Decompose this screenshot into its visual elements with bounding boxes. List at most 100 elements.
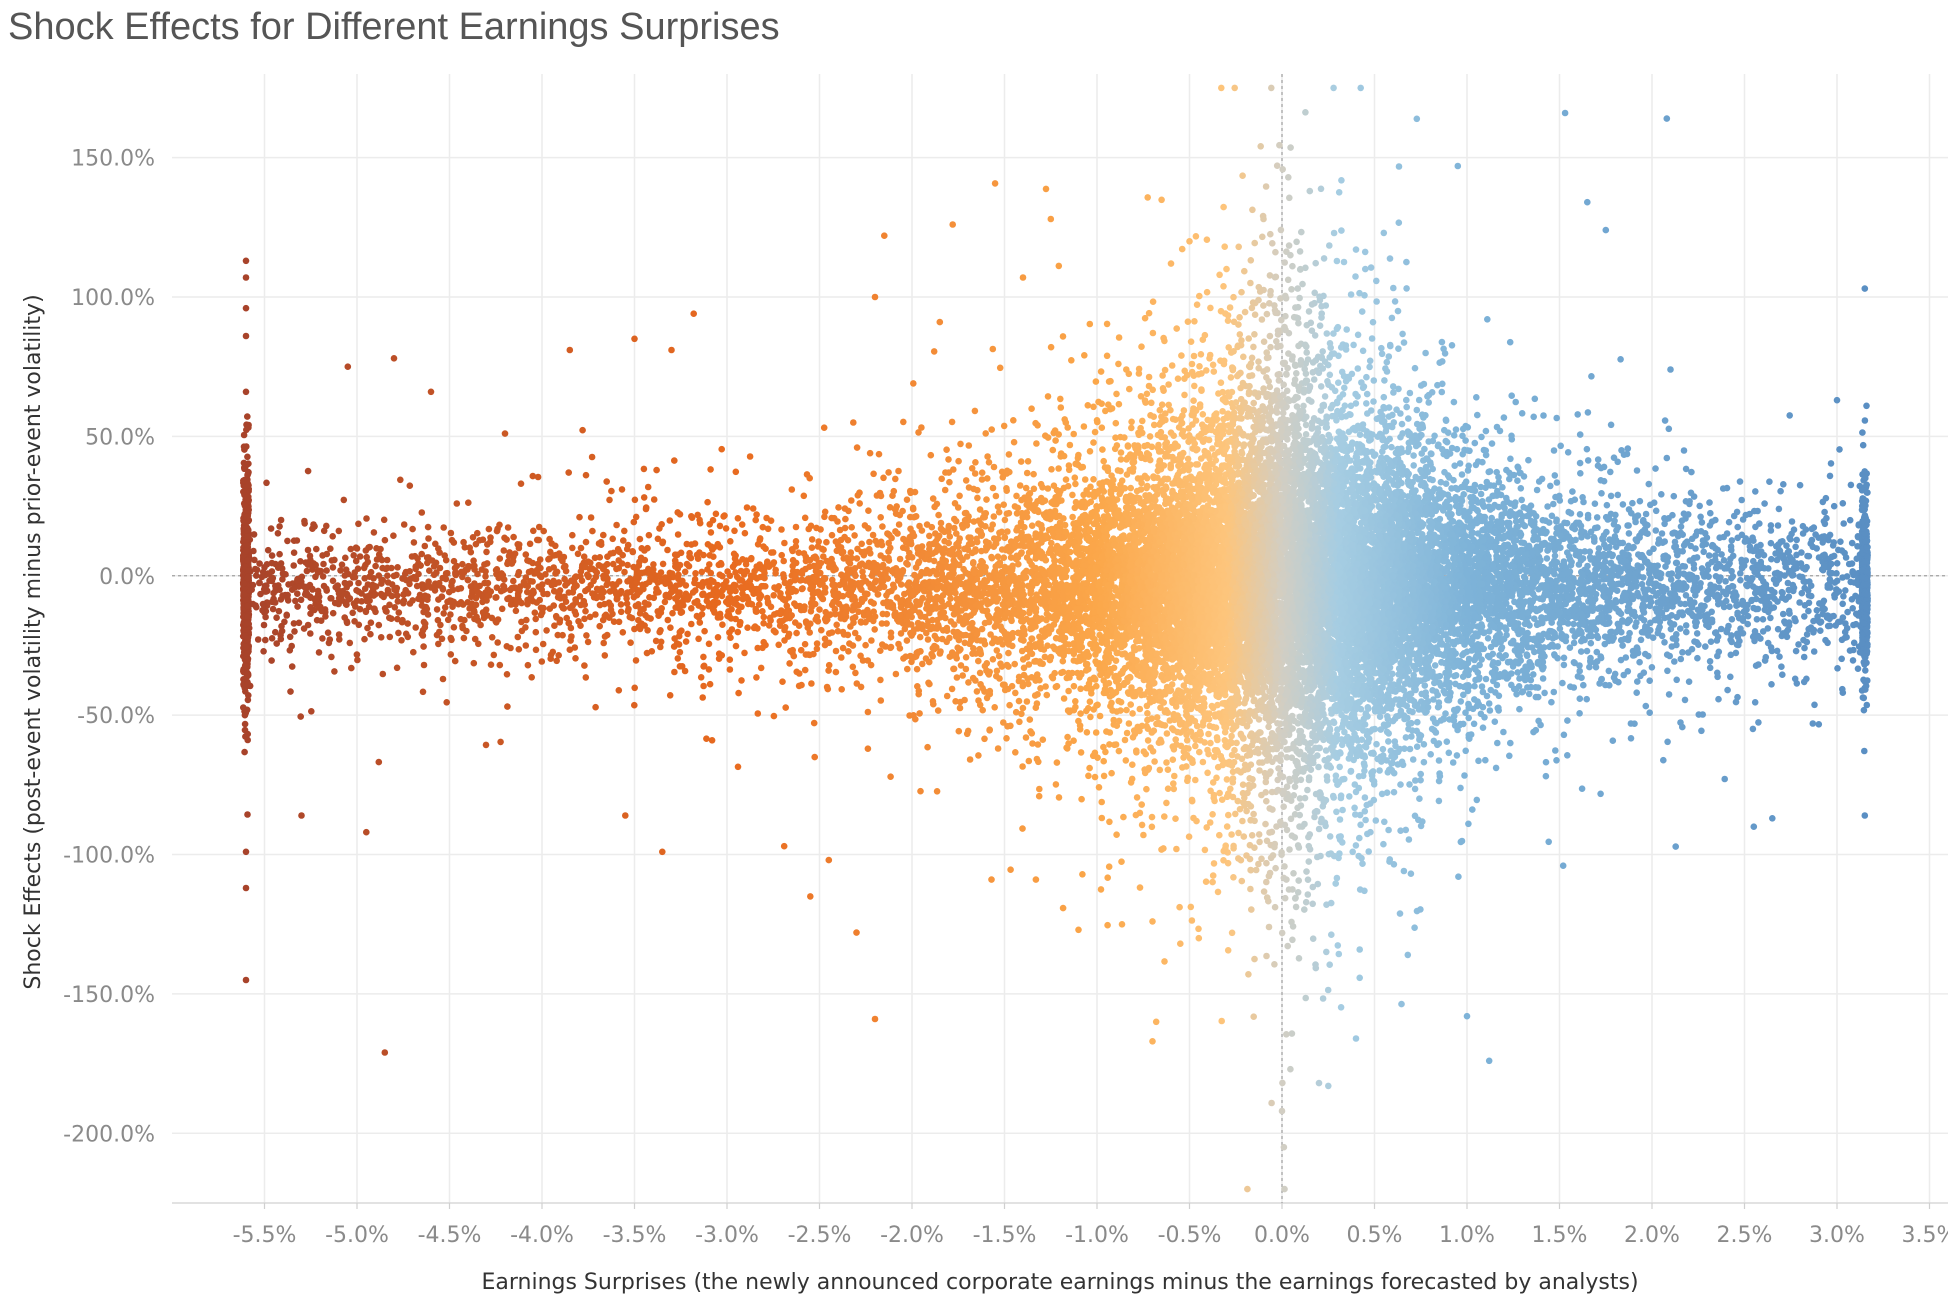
data-point (1228, 732, 1235, 740)
data-point (1411, 364, 1419, 372)
data-point (903, 496, 911, 504)
data-point (1018, 710, 1025, 718)
data-point (1263, 310, 1271, 318)
data-point (1317, 185, 1325, 193)
data-point (435, 640, 442, 648)
data-point (1077, 749, 1085, 756)
data-point (1624, 445, 1632, 452)
data-point (592, 703, 599, 711)
data-point (1427, 751, 1434, 758)
data-point (329, 564, 337, 571)
data-point (1438, 338, 1446, 346)
data-point (1244, 1185, 1251, 1193)
data-point (1405, 836, 1413, 843)
data-point (1469, 806, 1476, 813)
data-point (1786, 412, 1793, 419)
data-point (924, 636, 932, 643)
data-point (1560, 654, 1568, 662)
data-point (1095, 784, 1103, 791)
data-point (1732, 649, 1740, 657)
data-point (584, 638, 592, 646)
data-point (1358, 442, 1366, 450)
data-point (1263, 837, 1271, 845)
data-point (1805, 607, 1812, 615)
data-point (1047, 343, 1055, 351)
data-point (1517, 485, 1525, 492)
data-point (896, 555, 904, 563)
data-point (1363, 373, 1370, 381)
data-point (1277, 295, 1284, 302)
data-point (775, 641, 782, 649)
data-point (1811, 701, 1818, 709)
data-point (410, 648, 417, 656)
data-point (1070, 430, 1077, 438)
data-point (498, 605, 506, 613)
data-point (1368, 335, 1376, 342)
data-point (1576, 710, 1583, 717)
data-point (324, 629, 332, 636)
data-point (468, 593, 475, 601)
data-point (1184, 455, 1192, 463)
data-point (444, 616, 452, 624)
data-point (1096, 712, 1104, 720)
data-point (1441, 426, 1448, 434)
data-point (1115, 697, 1122, 705)
data-point (852, 669, 859, 677)
data-point (1693, 554, 1701, 561)
data-point (924, 743, 931, 751)
data-point (1483, 692, 1491, 700)
data-point (1203, 367, 1210, 374)
data-point (1359, 347, 1367, 355)
data-point (1077, 685, 1084, 693)
data-point (352, 557, 360, 565)
data-point (1335, 189, 1343, 196)
points-layer (239, 84, 1871, 1193)
data-point (526, 540, 534, 548)
data-point (1451, 462, 1458, 470)
data-point (1420, 758, 1428, 766)
data-point (1133, 794, 1141, 801)
data-point (443, 699, 451, 706)
data-point (1577, 470, 1584, 477)
data-point (367, 630, 374, 638)
data-point (1197, 351, 1205, 358)
data-point (1373, 298, 1380, 305)
data-point (1775, 505, 1783, 513)
data-point (682, 582, 690, 589)
data-point (395, 609, 403, 616)
data-point (743, 504, 751, 511)
data-point (1605, 667, 1613, 675)
data-point (990, 463, 998, 471)
data-point (1625, 530, 1633, 537)
data-point (823, 538, 830, 546)
data-point (1642, 510, 1650, 518)
data-point (1346, 793, 1353, 800)
data-point (631, 701, 638, 709)
data-point (532, 646, 540, 654)
data-point (1092, 729, 1100, 736)
data-point (1086, 448, 1094, 455)
data-point (848, 524, 855, 531)
data-point (1390, 788, 1398, 796)
data-point (815, 538, 822, 545)
data-point (254, 636, 262, 643)
data-point (705, 666, 713, 673)
data-point (1138, 343, 1145, 351)
chart-title: Shock Effects for Different Earnings Sur… (8, 6, 780, 49)
data-point (256, 560, 263, 567)
data-point (471, 635, 479, 643)
data-point (778, 551, 785, 559)
data-point (1564, 752, 1571, 759)
data-point (697, 674, 705, 681)
data-point (1209, 811, 1216, 818)
data-point (587, 559, 594, 567)
data-point (1391, 298, 1399, 305)
data-point (1343, 326, 1350, 333)
data-point (1584, 409, 1592, 416)
data-point (821, 635, 829, 643)
data-point (1503, 494, 1510, 502)
data-point (609, 535, 616, 543)
data-point (1330, 229, 1338, 237)
data-point (1307, 766, 1315, 773)
